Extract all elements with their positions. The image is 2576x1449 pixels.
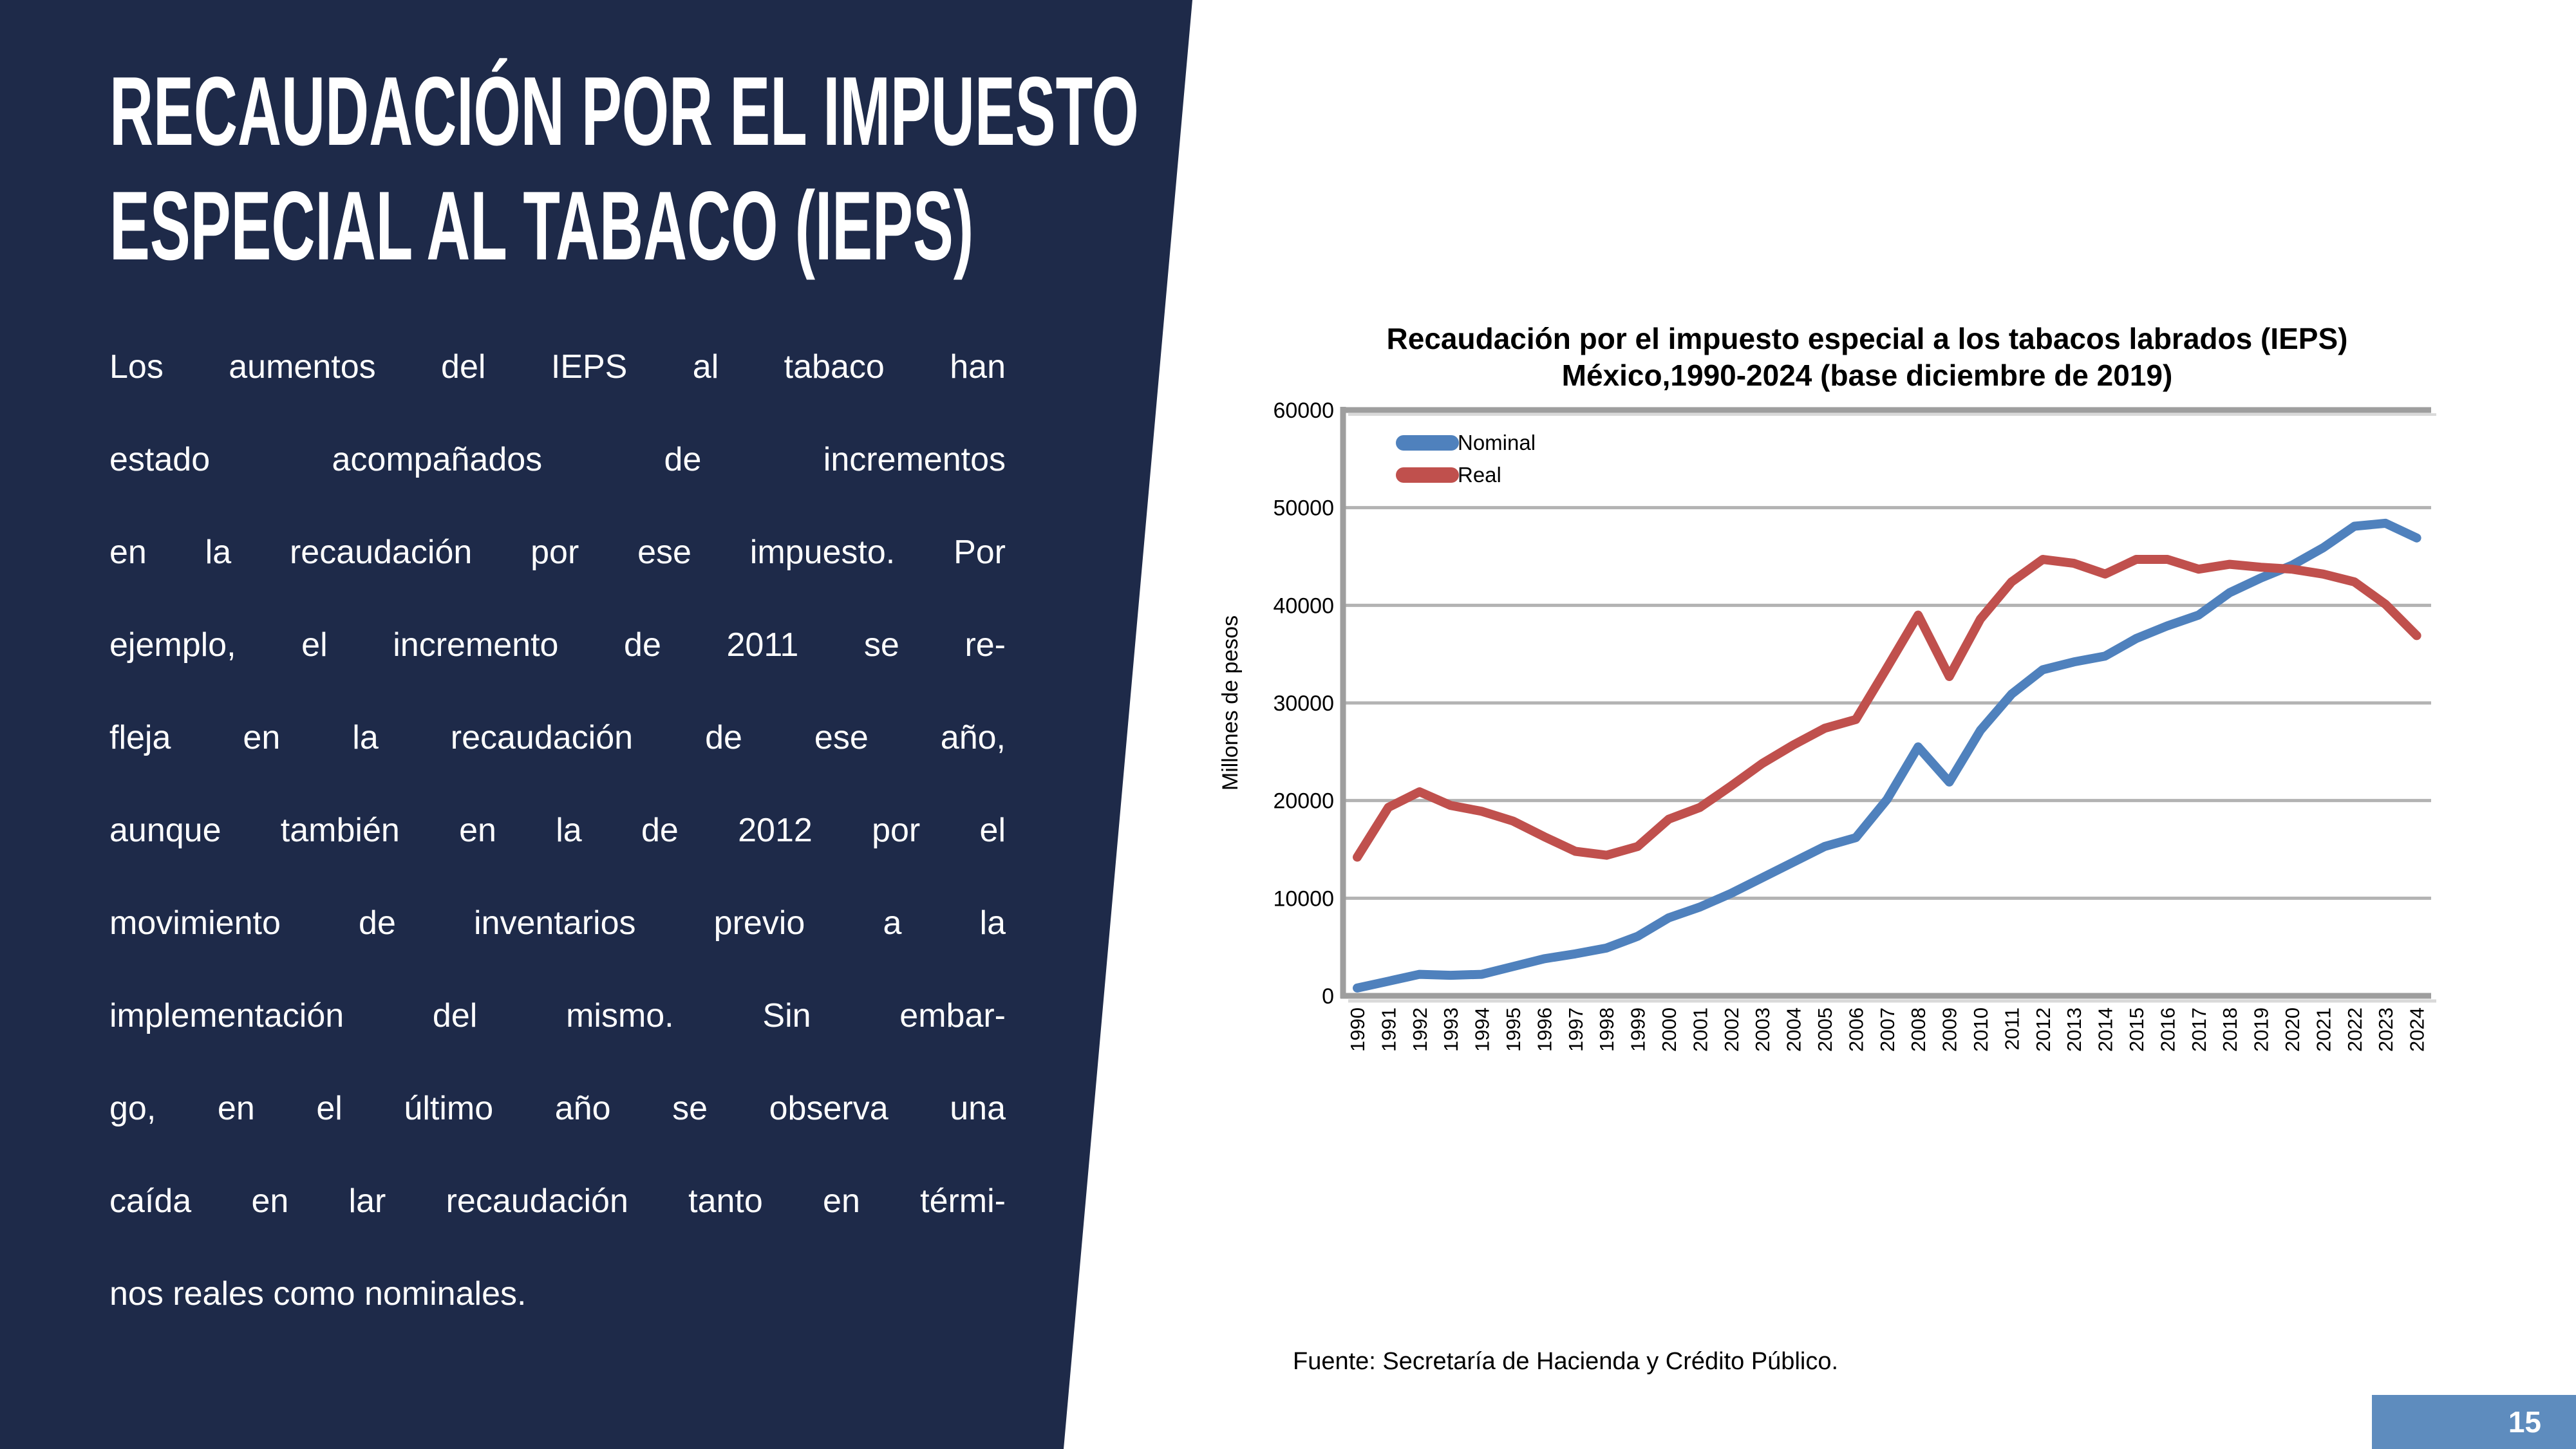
y-tick-label: 20000 (1273, 789, 1334, 814)
x-tick-label: 2021 (2312, 1007, 2335, 1052)
legend-label-real: Real (1458, 463, 1501, 487)
chart-title-line-1: Recaudación por el impuesto especial a l… (1386, 322, 2348, 355)
x-tick-label: 2002 (1720, 1007, 1743, 1052)
ieps-line-chart: 0 10000 20000 30000 40000 50000 60000 Millones … (1218, 398, 2436, 1052)
x-tick-label: 2005 (1814, 1007, 1836, 1052)
x-tick-label: 1994 (1471, 1007, 1494, 1052)
x-tick-label: 2009 (1939, 1007, 1961, 1052)
page-number-badge: 15 (2372, 1395, 2576, 1449)
y-axis-title: Millones de pesos (1218, 615, 1243, 790)
x-tick-label: 2020 (2281, 1007, 2304, 1052)
x-tick-label: 2006 (1845, 1007, 1867, 1052)
x-tick-label: 2024 (2406, 1007, 2429, 1052)
body-text-line: Los aumentos del IEPS al tabaco han (109, 348, 1006, 386)
body-text-line: aunque también en la de 2012 por el (109, 812, 1006, 849)
y-tick-label: 0 (1322, 984, 1334, 1009)
chart-title-line-2: México,1990-2024 (base diciembre de 2019… (1561, 359, 2173, 392)
x-tick-label: 2016 (2156, 1007, 2179, 1052)
source-note: Fuente: Secretaría de Hacienda y Crédito… (1293, 1348, 1839, 1375)
slide-title: RECAUDACIÓN POR EL IMPUESTO ESPECIAL AL … (109, 54, 1192, 283)
slide-body-paragraph: Los aumentos del IEPS al tabaco han estad… (109, 344, 1006, 1317)
x-tick-label: 2008 (1907, 1007, 1930, 1052)
body-text-line: nos reales como nominales. (109, 1275, 527, 1313)
chart-title: Recaudación por el impuesto especial a l… (1365, 321, 2369, 394)
body-text-line: movimiento de inventarios previo a la (109, 904, 1006, 942)
y-tick-label: 40000 (1273, 594, 1334, 618)
series-line-real (1353, 555, 2421, 862)
x-tick-label: 1998 (1595, 1007, 1618, 1052)
x-tick-label: 2007 (1876, 1007, 1899, 1052)
slide-title-line-1: RECAUDACIÓN POR EL IMPUESTO (109, 57, 1139, 166)
left-navy-panel: RECAUDACIÓN POR EL IMPUESTO ESPECIAL AL … (0, 0, 1192, 1449)
x-tick-label: 2013 (2063, 1007, 2085, 1052)
x-tick-label: 2015 (2125, 1007, 2148, 1052)
body-text-line: en la recaudación por ese impuesto. Por (109, 534, 1006, 571)
page-number: 15 (2508, 1405, 2541, 1439)
body-text-line: ejemplo, el incremento de 2011 se re- (109, 626, 1006, 664)
series-line-nominal (1353, 518, 2421, 993)
x-tick-label: 1996 (1533, 1007, 1556, 1052)
legend-label-nominal: Nominal (1458, 431, 1536, 454)
x-tick-label: 2000 (1658, 1007, 1680, 1052)
x-tick-label: 2022 (2344, 1007, 2366, 1052)
x-tick-label: 1997 (1565, 1007, 1587, 1052)
x-tick-label: 1990 (1346, 1007, 1369, 1052)
x-tick-label: 2017 (2188, 1007, 2210, 1052)
x-tick-label: 2012 (2032, 1007, 2054, 1052)
body-text-line: caída en lar recaudación tanto en térmi- (109, 1183, 1006, 1220)
x-tick-label: 1991 (1377, 1007, 1400, 1052)
x-tick-label: 2004 (1783, 1007, 1805, 1052)
x-tick-label: 2018 (2219, 1007, 2241, 1052)
x-tick-label: 2003 (1751, 1007, 1774, 1052)
x-tick-label: 2023 (2374, 1007, 2397, 1052)
slide-title-line-2: ESPECIAL AL TABACO (IEPS) (109, 171, 974, 281)
y-tick-label: 10000 (1273, 886, 1334, 911)
x-tick-label: 1995 (1502, 1007, 1525, 1052)
x-tick-label: 1999 (1627, 1007, 1650, 1052)
x-tick-label: 2014 (2094, 1007, 2117, 1052)
y-tick-label: 50000 (1273, 496, 1334, 521)
x-tick-label: 2019 (2250, 1007, 2273, 1052)
body-text-line: go, en el último año se observa una (109, 1090, 1006, 1127)
x-tick-label: 1993 (1440, 1007, 1462, 1052)
x-tick-label: 2011 (2000, 1007, 2023, 1051)
body-text-line: fleja en la recaudación de ese año, (109, 719, 1006, 756)
x-tick-label: 1992 (1409, 1007, 1431, 1052)
y-tick-label: 30000 (1273, 691, 1334, 716)
y-tick-label: 60000 (1273, 398, 1334, 423)
x-tick-label: 2001 (1689, 1007, 1711, 1052)
x-tick-label: 2010 (1970, 1007, 1992, 1052)
body-text-line: estado acompañados de incrementos (109, 441, 1006, 478)
body-text-line: implementación del mismo. Sin embar- (109, 997, 1006, 1034)
